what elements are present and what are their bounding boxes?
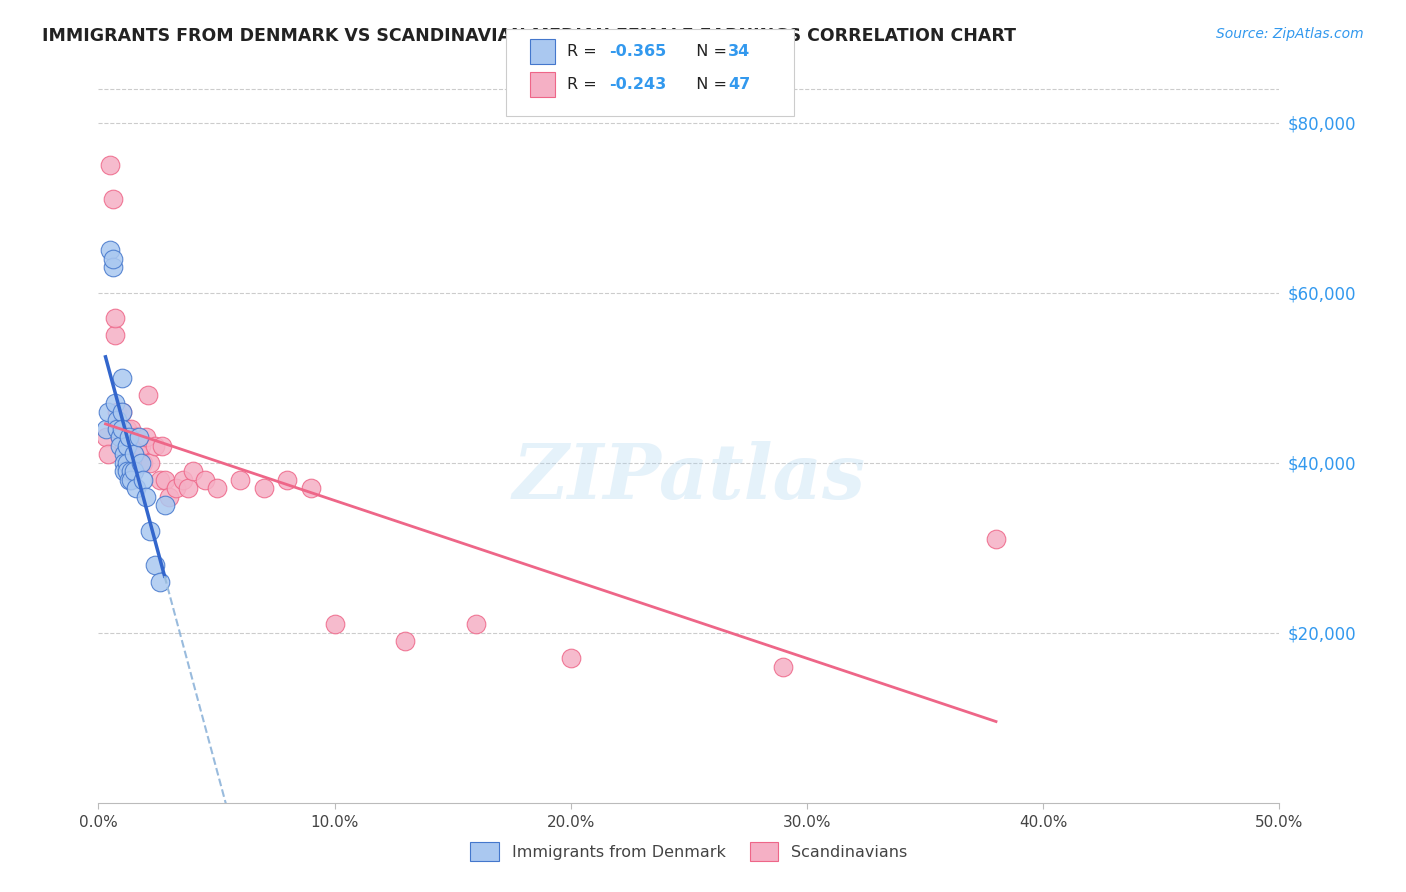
Point [153,498,176,512]
Point [560,651,582,665]
Point [153,473,176,487]
Point [465,617,488,632]
Point [115,464,138,478]
Point [111,405,134,419]
Point [276,473,298,487]
Point [105,413,128,427]
Point [112,430,135,444]
Point [143,558,166,572]
Point [128,430,150,444]
Point [129,456,152,470]
Point [121,422,143,436]
Text: ZIPatlas: ZIPatlas [512,441,866,515]
Point [135,490,157,504]
Point [105,422,128,436]
Point [172,473,194,487]
Text: 34: 34 [728,45,751,59]
Point [125,481,148,495]
Point [984,533,1007,547]
Text: Source: ZipAtlas.com: Source: ZipAtlas.com [1216,27,1364,41]
Point [111,422,134,436]
Point [94,422,117,436]
Point [118,430,141,444]
Point [108,430,131,444]
Point [121,464,143,478]
Point [181,464,204,478]
Point [229,473,252,487]
Point [253,481,276,495]
Point [118,447,141,461]
Point [108,430,131,444]
Point [132,473,155,487]
Text: 47: 47 [728,78,751,92]
Point [135,430,157,444]
Point [149,473,172,487]
Point [177,481,200,495]
Point [122,464,145,478]
Point [115,422,138,436]
Point [122,439,145,453]
Point [128,447,150,461]
Point [157,490,180,504]
Point [299,481,322,495]
Point [205,481,228,495]
Point [122,447,145,461]
Text: -0.243: -0.243 [609,78,666,92]
Point [772,660,794,674]
Point [98,244,121,258]
Point [139,524,162,538]
Point [132,456,155,470]
Point [101,192,124,206]
Point [112,447,135,461]
Point [194,473,217,487]
Point [125,430,148,444]
Point [118,473,141,487]
Point [104,311,127,326]
Text: -0.365: -0.365 [609,45,666,59]
Text: R =: R = [567,78,602,92]
Point [115,439,138,453]
Point [101,252,124,266]
Point [323,617,346,632]
Text: N =: N = [686,78,733,92]
Point [139,456,162,470]
Point [97,447,120,461]
Point [111,405,134,419]
Point [105,405,128,419]
Point [165,481,187,495]
Point [94,430,117,444]
Point [149,574,172,589]
Text: IMMIGRANTS FROM DENMARK VS SCANDINAVIAN MEDIAN FEMALE EARNINGS CORRELATION CHART: IMMIGRANTS FROM DENMARK VS SCANDINAVIAN … [42,27,1017,45]
Point [121,473,143,487]
Point [105,422,128,436]
Point [112,464,135,478]
Text: N =: N = [686,45,733,59]
Point [112,456,135,470]
Point [118,430,141,444]
Point [97,405,120,419]
Point [104,396,127,410]
Text: R =: R = [567,45,602,59]
Point [129,439,152,453]
Legend: Immigrants from Denmark, Scandinavians: Immigrants from Denmark, Scandinavians [464,836,914,867]
Point [150,439,173,453]
Point [136,388,159,402]
Point [111,371,134,385]
Point [115,456,138,470]
Point [394,634,416,648]
Point [111,422,134,436]
Point [122,447,145,461]
Point [112,439,135,453]
Point [98,158,121,172]
Point [104,328,127,343]
Point [143,439,166,453]
Point [101,260,124,275]
Point [108,439,131,453]
